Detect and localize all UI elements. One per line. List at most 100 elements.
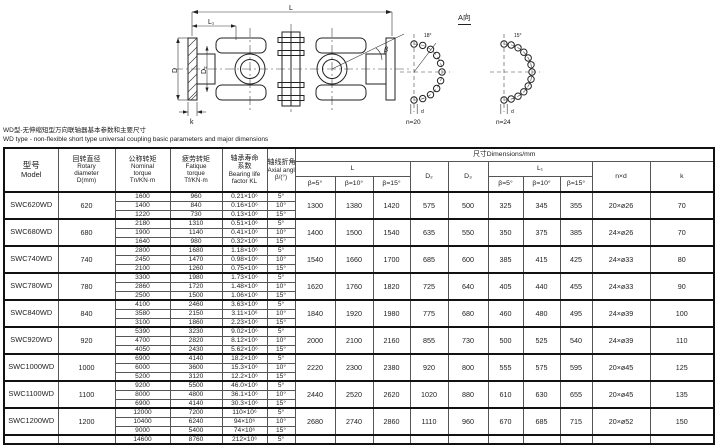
table-row: SWC840WD 840 4100 2460 3.63×10⁶ 5° 1840 1920 198… [3,299,715,328]
header-L-group: L [294,160,411,177]
table-row: SWC740WD 740 2800 1680 1.18×10⁶ 5° 1540 1660 170… [3,245,715,274]
axial-angle-cell: 5° [266,353,296,364]
nominal-torque-cell: 5390 [114,326,171,337]
L-beta10-cell: 1660 [334,245,374,274]
L1-beta10-cell: 345 [522,191,561,220]
axial-angle-cell: 10° [266,227,296,238]
L1-beta5-cell: 670 [487,407,524,436]
empty-cell [294,433,336,445]
bearing-life-cell: 8.12×10⁶ [221,335,268,346]
dim-k-label: k [190,119,194,126]
fatigue-torque-cell: 1500 [169,290,223,301]
diameter-cell: 920 [57,326,116,355]
bearing-life-cell: 1.18×10⁶ [221,245,268,256]
d3-cell: 800 [447,353,489,382]
nominal-torque-cell: 6900 [114,398,171,409]
model-cell: SWC1200WD [3,407,59,436]
model-cell: SWC620WD [3,191,59,220]
axial-angle-cell: 15° [266,344,296,355]
axial-angle-cell: 15° [266,290,296,301]
L-beta15-cell: 1540 [372,218,411,247]
L1-beta15-cell: 455 [559,272,593,301]
bearing-life-cell: 74×10⁶ [221,425,268,436]
fatigue-torque-cell: 2150 [169,308,223,319]
nominal-torque-cell: 9000 [114,425,171,436]
nominal-torque-cell: 1220 [114,209,171,220]
empty-cell [591,433,651,445]
d3-cell: 550 [447,218,489,247]
L1-beta10-cell: 415 [522,245,561,274]
k-cell: 150 [649,407,715,436]
nominal-torque-cell: 1900 [114,227,171,238]
model-cell: SWC1100WD [3,380,59,409]
L-beta5-cell: 2440 [294,380,336,409]
diameter-cell: 680 [57,218,116,247]
bearing-life-cell: 46.0×10⁶ [221,380,268,391]
L-beta5-cell: 1540 [294,245,336,274]
header-L1-beta5: β=5° [487,175,524,193]
fatigue-torque-cell: 1140 [169,227,223,238]
bearing-life-cell: 0.41×10⁶ [221,227,268,238]
k-cell: 70 [649,191,715,220]
L1-beta15-cell: 595 [559,353,593,382]
nominal-torque-cell: 4100 [114,299,171,310]
nominal-torque-cell: 3580 [114,308,171,319]
header-L1-beta15: β=15° [559,175,593,193]
bolt1-n-label: n=20 [406,119,421,126]
L1-beta5-cell: 460 [487,299,524,328]
model-cell: SWC780WD [3,272,59,301]
bearing-life-cell: 2.23×10⁶ [221,317,268,328]
bearing-life-cell: 9.02×10⁶ [221,326,268,337]
bearing-life-cell: 30.3×10⁶ [221,398,268,409]
nominal-torque-cell: 1640 [114,236,171,247]
table-row-partial: 14600 8760 212×10⁶ 5° [3,433,715,445]
fatigue-torque-cell: 1860 [169,317,223,328]
table-row: SWC1200WD 1200 12000 7200 110×10⁶ 5° 2680 2740 2… [3,407,715,436]
L1-beta15-cell: 355 [559,191,593,220]
L1-beta10-cell: 575 [522,353,561,382]
model-cell [3,433,59,445]
axial-angle-cell: 5° [266,299,296,310]
axial-angle-cell: 10° [266,200,296,211]
d3-cell: 600 [447,245,489,274]
empty-cell [409,433,449,445]
header-k: k [649,160,715,193]
L1-beta10-cell: 525 [522,326,561,355]
nominal-torque-cell: 1400 [114,200,171,211]
d2-cell: 1020 [409,380,449,409]
axial-angle-cell: 10° [266,389,296,400]
empty-cell [487,433,524,445]
dim-L1-label: L₁ [208,19,215,26]
L-beta10-cell: 1500 [334,218,374,247]
L-beta10-cell: 2100 [334,326,374,355]
fatigue-torque-cell: 7200 [169,407,223,418]
L1-beta10-cell: 440 [522,272,561,301]
L1-beta5-cell: 555 [487,353,524,382]
dim-beta-label: β [383,47,388,54]
fatigue-torque-cell: 5400 [169,425,223,436]
table-row: SWC680WD 680 2180 1310 0.51×10⁶ 5° 1400 1500 154… [3,218,715,247]
nominal-torque-cell: 14600 [114,433,171,445]
L1-beta15-cell: 540 [559,326,593,355]
bearing-life-cell: 3.11×10⁶ [221,308,268,319]
axial-angle-cell: 10° [266,416,296,427]
model-cell: SWC740WD [3,245,59,274]
bearing-life-cell: 1.73×10⁶ [221,272,268,283]
d2-cell: 855 [409,326,449,355]
diameter-cell: 780 [57,272,116,301]
L-beta10-cell: 2300 [334,353,374,382]
d2-cell: 920 [409,353,449,382]
bearing-life-cell: 15.3×10⁶ [221,362,268,373]
d3-cell: 730 [447,326,489,355]
header-L-beta15: β=15° [372,175,411,193]
header-D3: D₃ [447,160,489,193]
nominal-torque-cell: 2500 [114,290,171,301]
dim-L-label: L [289,5,293,12]
d3-cell: 680 [447,299,489,328]
k-cell: 70 [649,218,715,247]
table-body: SWC620WD 620 1600 960 0.21×10⁶ 5° 1300 1380 1420… [3,191,715,445]
empty-cell [447,433,489,445]
k-cell: 90 [649,272,715,301]
dim-D2-label: D₂ [201,66,208,74]
d2-cell: 775 [409,299,449,328]
